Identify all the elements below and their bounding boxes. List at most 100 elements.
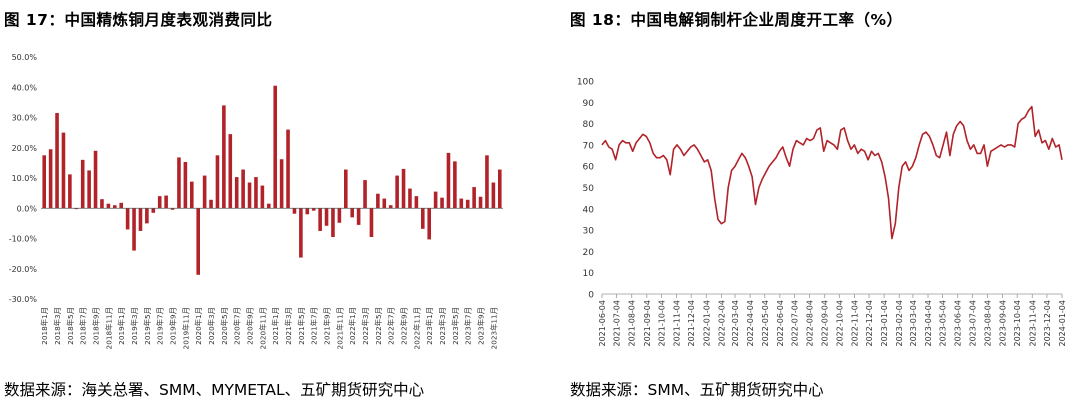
- x-tick-label: 2022年3月: [361, 307, 370, 345]
- line-chart: 0 10 20 30 40 50 60 70 80 90 100 2021-06-04 2021-07-…: [577, 78, 1067, 347]
- bar: [472, 187, 476, 209]
- x-tick-label: 2019年3月: [130, 307, 139, 345]
- x-tick-label: 2021-10-04: [657, 300, 666, 347]
- x-tick-label: 2023-10-04: [1013, 300, 1022, 347]
- bar: [222, 105, 226, 209]
- x-tick-label: 2021年7月: [310, 307, 319, 345]
- bar: [414, 196, 419, 209]
- x-tick-label: 2020年5月: [220, 307, 229, 345]
- bar: [119, 202, 124, 209]
- y-tick-label: 0.0%: [17, 204, 38, 213]
- x-tick-label: 2018年7月: [79, 307, 88, 345]
- x-tick-label: 2021-11-04: [673, 300, 682, 347]
- x-tick-label: 2022-05-04: [761, 300, 770, 347]
- x-tick-label: 2023年9月: [477, 307, 486, 345]
- bar: [61, 132, 66, 209]
- y-tick-label: 10: [583, 269, 595, 279]
- bar: [145, 208, 149, 224]
- x-tick-label: 2023-02-04: [895, 300, 904, 347]
- bar: [106, 203, 111, 209]
- x-tick-label: 2023年7月: [464, 307, 473, 345]
- x-tick-label: 2018年1月: [40, 307, 49, 345]
- x-tick-label: 2022-03-04: [731, 300, 740, 347]
- x-tick-label: 2023年11月: [489, 307, 498, 349]
- x-tick-label: 2022-07-04: [790, 300, 799, 347]
- x-tick-label: 2022-04-04: [746, 300, 755, 347]
- x-tick-label: 2022-09-04: [821, 300, 830, 347]
- x-tick-label: 2019年7月: [156, 307, 165, 345]
- bar: [247, 182, 252, 209]
- x-tick-label: 2018年5月: [66, 307, 75, 345]
- x-tick-label: 2023年3月: [438, 307, 447, 345]
- bar: [196, 208, 201, 275]
- bar: [68, 174, 72, 209]
- x-tick-label: 2018年11月: [104, 307, 113, 349]
- bar: [478, 196, 483, 209]
- x-tick-label: 2023-01-04: [880, 300, 889, 347]
- bar: [202, 175, 207, 209]
- figure-title: 图 18：中国电解铜制杆企业周度开工率（%）: [570, 11, 903, 29]
- bar: [100, 199, 104, 209]
- x-tick-label: 2019年5月: [143, 307, 152, 345]
- x-tick-label: 2020年9月: [246, 307, 255, 345]
- bar: [440, 197, 444, 209]
- x-tick-label: 2023-05-04: [939, 300, 948, 347]
- y-tick-label: 40.0%: [12, 83, 38, 92]
- x-tick-label: 2022-06-04: [776, 300, 785, 347]
- y-tick-label: -20.0%: [9, 265, 38, 274]
- x-tick-label: 2023年5月: [451, 307, 460, 345]
- y-tick-label: 100: [577, 78, 594, 88]
- bar: [273, 85, 278, 209]
- y-tick-label: -10.0%: [9, 235, 38, 244]
- bar: [388, 205, 393, 209]
- bar: [87, 170, 91, 209]
- x-tick-label: 2019年1月: [117, 307, 126, 345]
- x-tick-label: 2018年3月: [53, 307, 62, 345]
- bar: [112, 205, 117, 209]
- figure-source: 数据来源：SMM、五矿期货研究中心: [570, 381, 824, 399]
- x-tick-label: 2021-09-04: [643, 300, 652, 347]
- bar: [420, 208, 425, 229]
- bar: [401, 168, 406, 209]
- bar: [427, 208, 432, 240]
- bar: [266, 203, 271, 209]
- bar-chart: -30.0% -20.0% -10.0% 0.0% 10.0% 20.0% 30.0% 40.…: [9, 53, 503, 349]
- bar: [138, 208, 143, 231]
- bar: [376, 193, 380, 209]
- bar: [55, 112, 59, 209]
- chart-panel-operating-rate: 图 18：中国电解铜制杆企业周度开工率（%） 0 10 20 30 40 50 60 70 80…: [566, 0, 1080, 405]
- bar: [331, 208, 335, 237]
- x-tick-label: 2023-03-04: [909, 300, 918, 347]
- x-tick-label: 2021年3月: [284, 307, 293, 345]
- bar: [369, 208, 374, 237]
- x-tick-label: 2020年7月: [233, 307, 242, 345]
- bar: [48, 149, 53, 209]
- bar: [279, 159, 284, 209]
- bar: [382, 198, 387, 209]
- bar: [241, 169, 245, 209]
- bar: [164, 195, 168, 209]
- bar: [350, 208, 355, 218]
- y-tick-label: 50: [583, 184, 595, 194]
- y-tick-label: 30: [583, 227, 595, 237]
- x-tick-label: 2022年11月: [412, 307, 421, 349]
- x-tick-label: 2021-12-04: [687, 300, 696, 347]
- y-tick-label: 50.0%: [12, 53, 38, 62]
- bar: [311, 208, 316, 211]
- x-tick-label: 2022年5月: [374, 307, 383, 345]
- x-tick-label: 2023-04-04: [924, 300, 933, 347]
- bar: [42, 155, 47, 209]
- bar: [170, 208, 175, 210]
- x-tick-label: 2024-01-04: [1058, 300, 1067, 347]
- chart-panel-consumption: 图 17：中国精炼铜月度表观消费同比 -30.0% -20.0% -10.0% 0.0…: [4, 11, 503, 399]
- bar: [318, 208, 322, 231]
- bar: [324, 208, 329, 226]
- x-tick-label: 2022-01-04: [702, 300, 711, 347]
- x-tick-label: 2023-12-04: [1043, 300, 1052, 347]
- bar: [453, 161, 457, 209]
- x-tick-label: 2021年1月: [271, 307, 280, 345]
- bar: [183, 161, 188, 209]
- x-tick-label: 2021-07-04: [613, 300, 622, 347]
- bar: [395, 175, 399, 209]
- x-tick-label: 2018年9月: [92, 307, 101, 345]
